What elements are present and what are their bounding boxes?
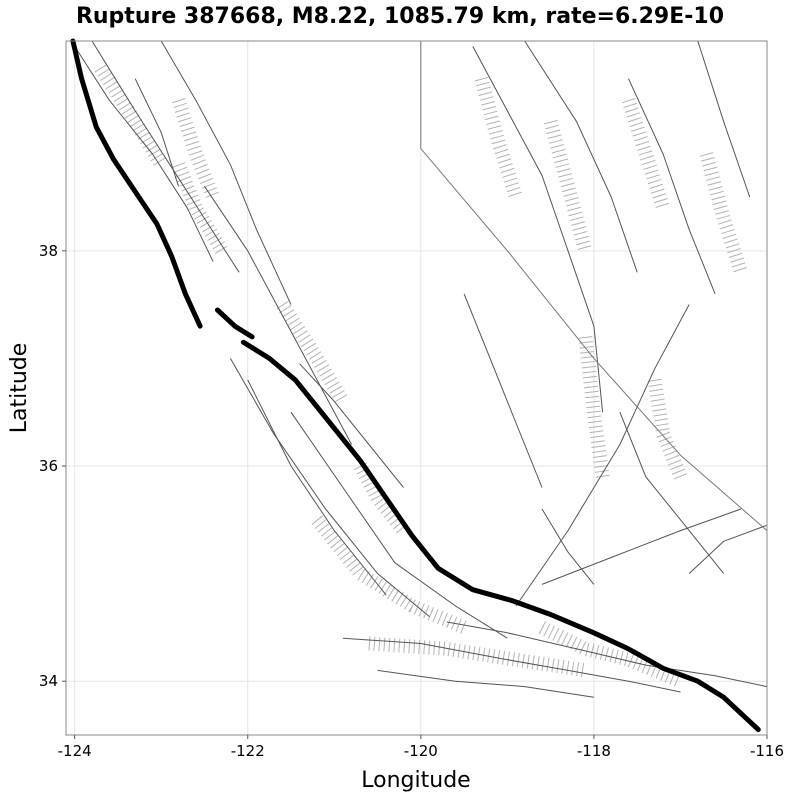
fault-traces [74, 40, 768, 698]
fault-trace [688, 524, 768, 574]
fault-trace [247, 379, 387, 596]
fault-trace [342, 637, 681, 693]
rupture-trace [70, 38, 761, 733]
y-tick-label: 36 [39, 457, 58, 475]
y-tick-label: 34 [39, 672, 58, 690]
fault-trace [377, 669, 594, 698]
fault-trace [204, 186, 353, 445]
x-tick-label: -116 [750, 742, 784, 760]
rupture-segment [215, 307, 255, 340]
x-tick-label: -124 [58, 742, 92, 760]
fault-trace [420, 41, 768, 531]
fault-trace [628, 78, 716, 295]
x-axis-ticks: -124 -122 -120 -118 -116 [58, 735, 784, 760]
rupture-segment [240, 339, 761, 733]
x-tick-label: -120 [404, 742, 438, 760]
fault-trace [515, 304, 690, 607]
y-tick-label: 38 [39, 242, 58, 260]
fault-trace [74, 46, 214, 262]
plot-frame [65, 40, 768, 736]
dip-surface [538, 621, 684, 688]
fault-trace [134, 78, 179, 187]
fault-dip-surfaces [94, 64, 748, 688]
x-tick-label: -118 [577, 742, 611, 760]
dip-surface [172, 162, 228, 255]
dip-surface [578, 336, 610, 478]
fault-trace [472, 46, 604, 413]
rupture-segment [70, 38, 203, 329]
fault-trace [446, 621, 768, 688]
fault-trace [160, 40, 292, 305]
dip-surface [647, 378, 687, 480]
y-axis-ticks: 34 36 38 [39, 242, 66, 690]
x-tick-label: -122 [231, 742, 265, 760]
fault-trace [463, 293, 543, 488]
fault-trace [619, 412, 725, 574]
plot-background [66, 41, 767, 735]
fault-trace [524, 40, 638, 273]
chart-title: Rupture 387668, M8.22, 1085.79 km, rate=… [76, 4, 724, 29]
x-axis-label: Longitude [361, 768, 470, 793]
y-axis-label: Latitude [7, 343, 32, 434]
fault-trace [290, 411, 508, 639]
fault-trace [697, 40, 751, 198]
plot-area [65, 38, 768, 736]
fault-trace [91, 40, 240, 273]
fault-trace [229, 358, 430, 617]
fault-trace [299, 363, 404, 488]
fault-trace [541, 508, 595, 585]
fault-trace [541, 508, 742, 585]
